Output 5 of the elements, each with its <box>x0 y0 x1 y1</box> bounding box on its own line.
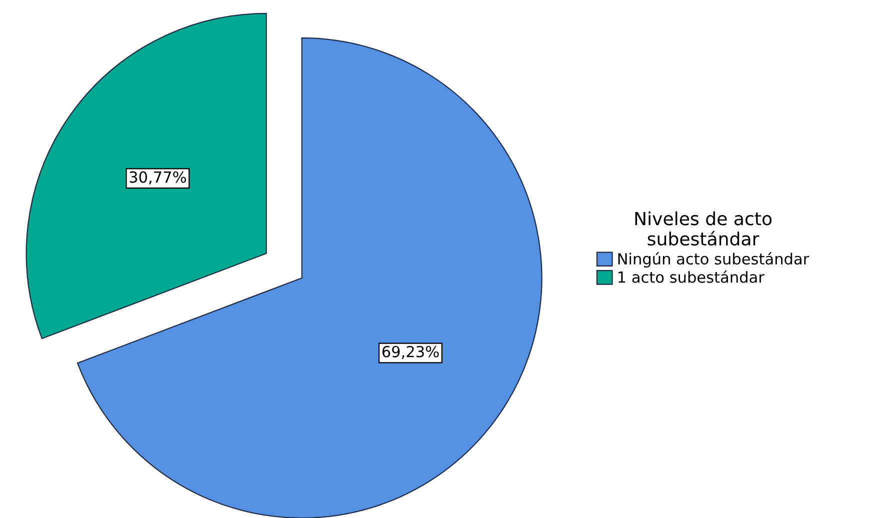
legend-label: 1 acto subestándar <box>618 270 764 283</box>
data-label: 69,23% <box>382 346 439 359</box>
legend-title: Niveles de acto subestándar <box>635 211 772 246</box>
data-label: 30,77% <box>130 171 186 184</box>
legend-label: Ningún acto subestándar <box>618 252 810 268</box>
